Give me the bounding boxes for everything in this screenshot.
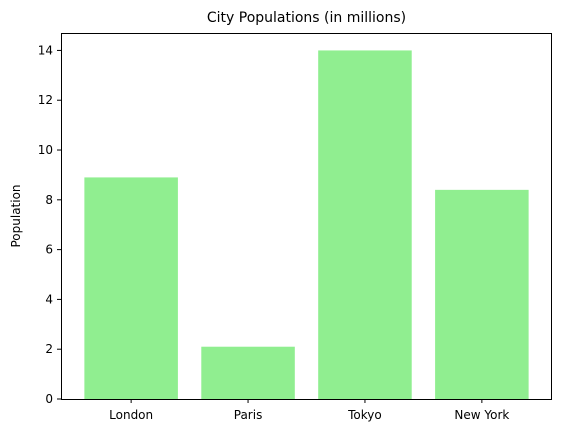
y-tick-label: 12 bbox=[38, 93, 53, 107]
x-tick-label: New York bbox=[454, 408, 509, 422]
chart-title: City Populations (in millions) bbox=[207, 10, 406, 26]
y-axis-label: Population bbox=[9, 184, 23, 247]
x-tick-label: Tokyo bbox=[347, 408, 382, 422]
plot-frame bbox=[61, 33, 552, 400]
bar-london bbox=[84, 177, 178, 399]
y-tick-label: 6 bbox=[45, 243, 53, 257]
bar-new-york bbox=[435, 189, 529, 399]
bar-paris bbox=[201, 346, 295, 399]
bar-tokyo bbox=[318, 50, 412, 400]
y-tick-label: 14 bbox=[38, 43, 53, 57]
x-axis: London Paris Tokyo New York bbox=[109, 399, 509, 422]
y-tick-label: 8 bbox=[45, 193, 53, 207]
y-tick-label: 0 bbox=[45, 392, 53, 406]
bars-layer bbox=[84, 50, 529, 400]
x-tick-label: Paris bbox=[234, 408, 263, 422]
y-tick-label: 10 bbox=[38, 143, 53, 157]
x-tick-label: London bbox=[109, 408, 153, 422]
y-tick-label: 4 bbox=[45, 292, 53, 306]
y-tick-label: 2 bbox=[45, 342, 53, 356]
y-axis: 0 2 4 6 8 10 12 14 bbox=[38, 43, 61, 406]
